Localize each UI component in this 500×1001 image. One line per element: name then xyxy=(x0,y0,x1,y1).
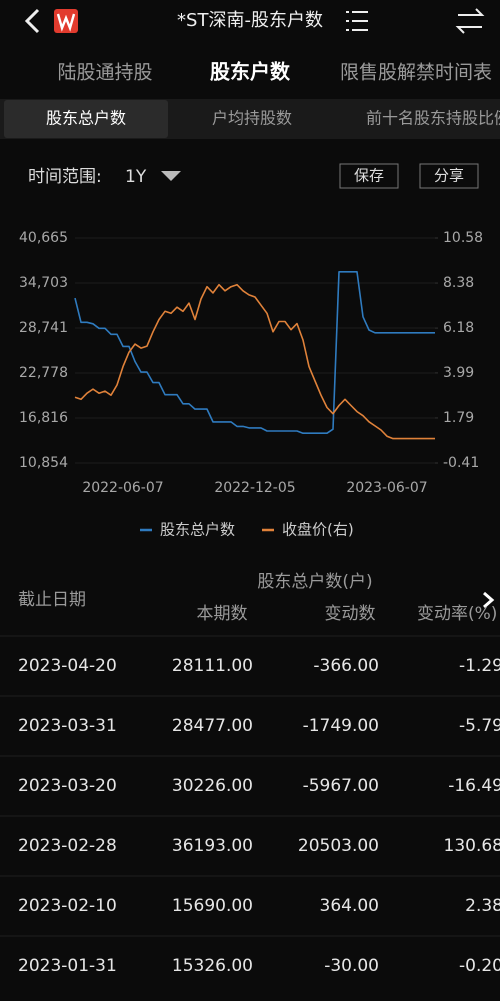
tab[interactable]: 陆股通持股 xyxy=(57,62,152,84)
range-value[interactable]: 1Y xyxy=(125,167,147,187)
table-group-header: 股东总户数(户) xyxy=(257,572,372,592)
sub-tab[interactable]: 户均持股数 xyxy=(212,109,292,128)
switch-icon[interactable] xyxy=(455,8,485,34)
table-cell: -1749.00 xyxy=(303,716,379,736)
tab[interactable]: 限售股解禁时间表 xyxy=(340,62,492,84)
table-cell: 2023-02-10 xyxy=(18,896,117,916)
table-cell: 20503.00 xyxy=(298,836,379,856)
table-cell: -30.00 xyxy=(324,956,379,976)
table-cell: 364.00 xyxy=(320,896,379,916)
chart: 40,665 34,703 28,741 22,778 16,816 10,854 10.5… xyxy=(19,230,483,539)
legend-label: 股东总户数 xyxy=(160,521,235,539)
table-column-header: 本期数 xyxy=(197,604,248,624)
list-icon[interactable] xyxy=(346,11,368,31)
sub-tab-active-bg xyxy=(4,100,168,138)
table-cell: 2023-02-28 xyxy=(18,836,117,856)
y2-tick-label: 3.99 xyxy=(443,365,474,381)
share-button[interactable] xyxy=(419,163,479,189)
table-cell: 15326.00 xyxy=(172,956,253,976)
y2-tick-label: 8.38 xyxy=(443,275,474,291)
y2-tick-label: 10.58 xyxy=(443,230,483,246)
table-cell: 36193.00 xyxy=(172,836,253,856)
table-cell: 2023-03-20 xyxy=(18,776,117,796)
table-cell: 2023-04-20 xyxy=(18,656,117,676)
table-column-header: 截止日期 xyxy=(18,590,86,610)
table-cell: -1.29 xyxy=(459,656,500,676)
table-cell: 15690.00 xyxy=(172,896,253,916)
back-button[interactable] xyxy=(24,8,40,34)
y-tick-label: 10,854 xyxy=(19,455,68,471)
range-label: 时间范围: xyxy=(28,167,102,187)
y2-tick-label: 6.18 xyxy=(443,320,474,336)
scroll-arrow[interactable] xyxy=(483,591,495,609)
table-column-header: 变动数 xyxy=(325,604,376,624)
table-cell: -366.00 xyxy=(313,656,379,676)
save-button[interactable] xyxy=(339,163,399,189)
line-series xyxy=(74,271,435,434)
x-tick-label: 2022-06-07 xyxy=(82,480,163,496)
x-tick-label: 2022-12-05 xyxy=(214,480,295,496)
save-button-label[interactable]: 保存 xyxy=(354,167,384,185)
share-button-label[interactable]: 分享 xyxy=(434,167,464,185)
y-tick-label: 16,816 xyxy=(19,410,68,426)
line-series xyxy=(74,283,435,440)
table-cell: -16.49 xyxy=(448,776,500,796)
table-cell: 130.68 xyxy=(444,836,500,856)
sub-tab-active[interactable]: 股东总户数 xyxy=(46,109,126,128)
sub-tab[interactable]: 前十名股东持股比例 xyxy=(366,109,500,128)
y-tick-label: 22,778 xyxy=(19,365,68,381)
y2-tick-label: 1.79 xyxy=(443,410,474,426)
table-cell: -5.79 xyxy=(459,716,500,736)
legend-label: 收盘价(右) xyxy=(282,521,354,539)
table-cell: 2023-03-31 xyxy=(18,716,117,736)
y-tick-label: 40,665 xyxy=(19,230,68,246)
table-cell: 2.38 xyxy=(465,896,500,916)
x-tick-label: 2023-06-07 xyxy=(346,480,427,496)
table-cell: -5967.00 xyxy=(303,776,379,796)
table-cell: 30226.00 xyxy=(172,776,253,796)
page-title: *ST深南-股东户数 xyxy=(177,10,323,31)
table-cell: 28477.00 xyxy=(172,716,253,736)
table-cell: 2023-01-31 xyxy=(18,956,117,976)
table-cell: 28111.00 xyxy=(172,656,253,676)
y2-tick-label: -0.41 xyxy=(443,455,479,471)
range-dropdown[interactable] xyxy=(161,171,181,181)
table-column-header: 变动率(%) xyxy=(417,604,497,624)
y-tick-label: 34,703 xyxy=(19,275,68,291)
tab-active[interactable]: 股东户数 xyxy=(210,60,291,84)
table-cell: -0.20 xyxy=(459,956,500,976)
y-tick-label: 28,741 xyxy=(19,320,68,336)
app-logo-mark xyxy=(56,13,76,32)
